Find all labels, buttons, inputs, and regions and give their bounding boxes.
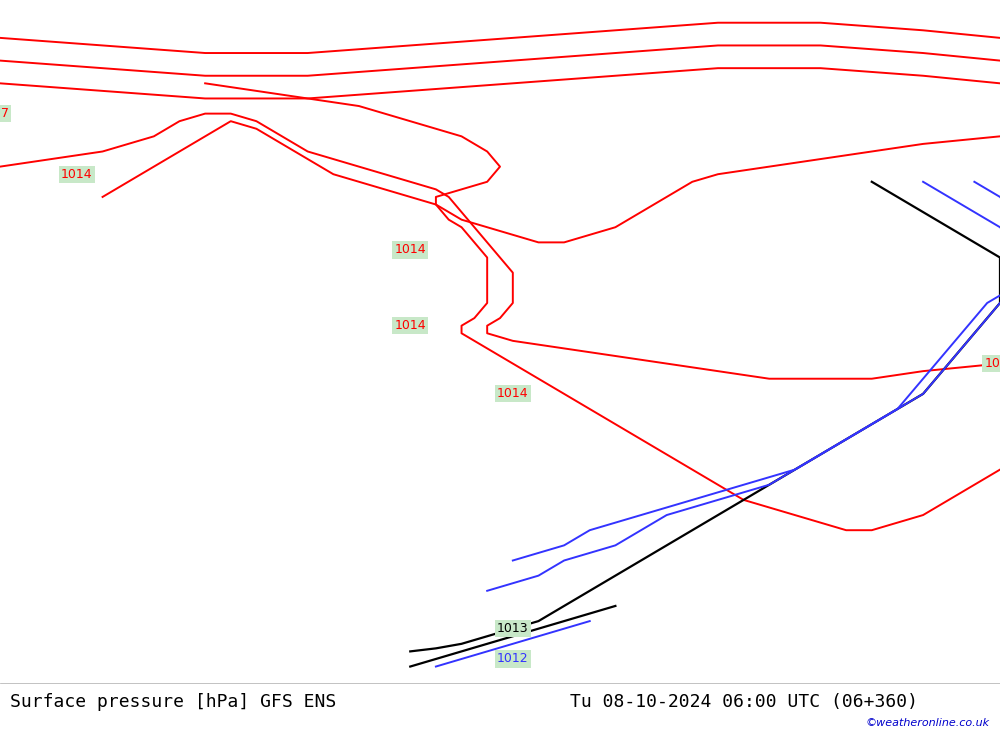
Text: 1012: 1012 bbox=[497, 652, 529, 666]
Text: ©weatheronline.co.uk: ©weatheronline.co.uk bbox=[866, 718, 990, 728]
Text: 1014: 1014 bbox=[394, 319, 426, 332]
Text: Tu 08-10-2024 06:00 UTC (06+360): Tu 08-10-2024 06:00 UTC (06+360) bbox=[570, 693, 918, 711]
Text: 1014: 1014 bbox=[61, 168, 93, 181]
Text: 7: 7 bbox=[1, 107, 9, 120]
Text: 1014: 1014 bbox=[984, 357, 1000, 370]
Text: Surface pressure [hPa] GFS ENS: Surface pressure [hPa] GFS ENS bbox=[10, 693, 336, 711]
Text: 1014: 1014 bbox=[497, 387, 529, 400]
Text: 1014: 1014 bbox=[394, 243, 426, 257]
Text: 1013: 1013 bbox=[497, 622, 529, 636]
